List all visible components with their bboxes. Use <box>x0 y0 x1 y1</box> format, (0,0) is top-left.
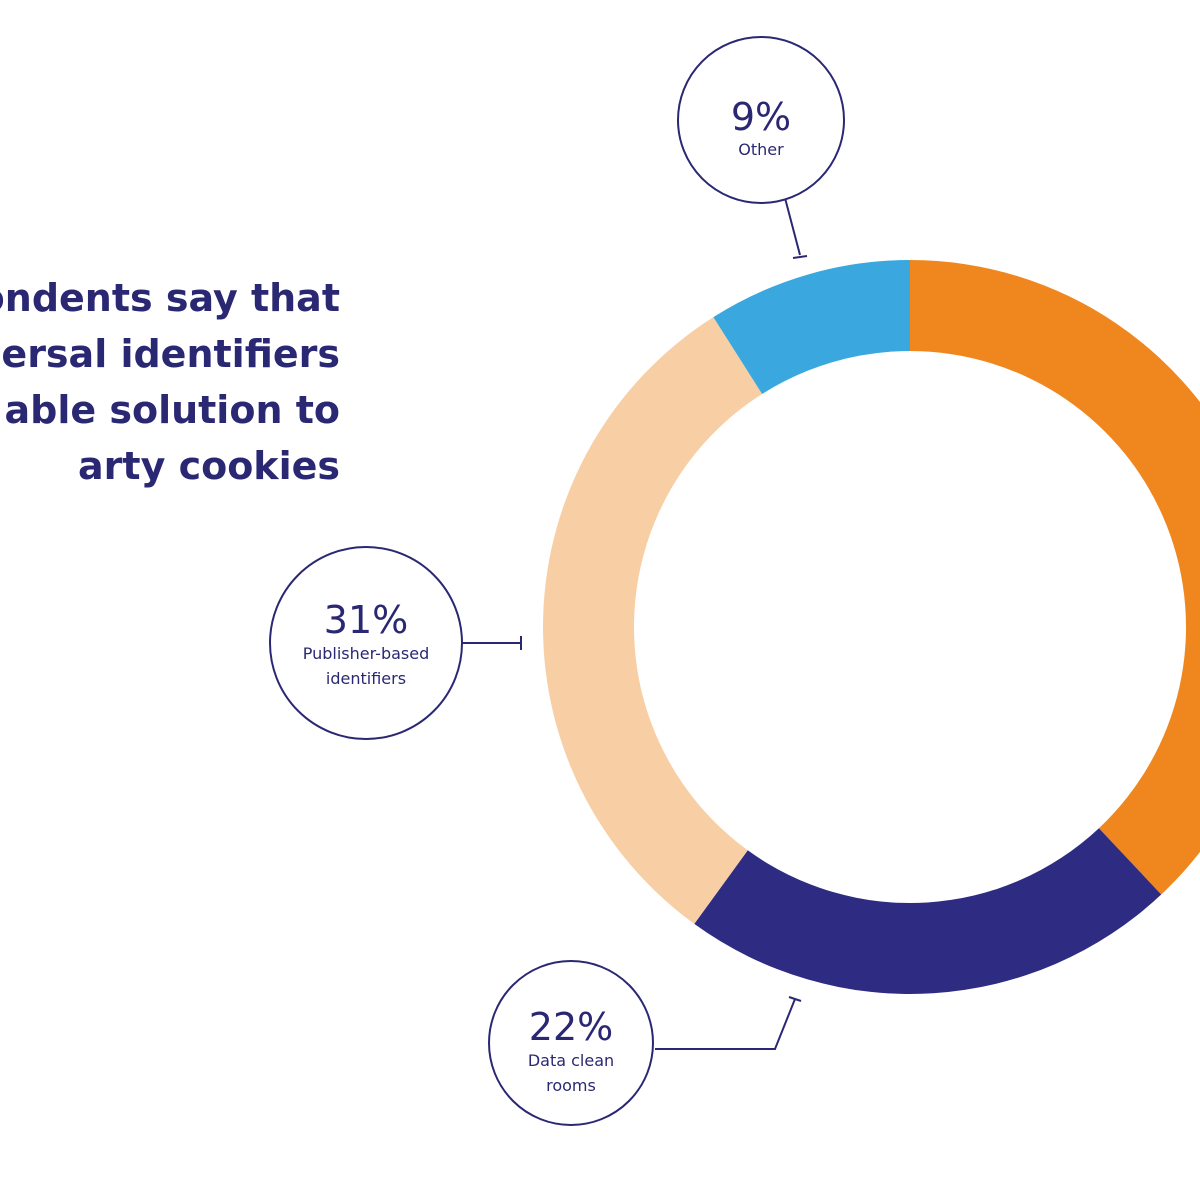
connector-other <box>784 197 808 259</box>
callout-publisher: 31% Publisher-based identifiers <box>269 546 463 740</box>
callout-label-data-clean-rooms-2: rooms <box>546 1076 596 1095</box>
callout-circle-data-clean-rooms <box>488 960 654 1126</box>
callout-value-data-clean-rooms: 22% <box>529 1005 613 1049</box>
callout-label-other: Other <box>738 140 784 159</box>
headline-text: ondents say that ersal identifiers able … <box>0 270 340 494</box>
headline-line-4: arty cookies <box>78 444 340 488</box>
donut-slices <box>542 260 1200 994</box>
callout-value-publisher: 31% <box>324 598 408 642</box>
callout-circle-publisher <box>269 546 463 740</box>
callout-label-publisher-2: identifiers <box>326 669 406 688</box>
donut-slice-data-clean-rooms <box>694 828 1162 994</box>
callout-value-other: 9% <box>731 95 791 139</box>
callout-circle-other <box>677 36 845 204</box>
headline-line-2: ersal identifiers <box>1 332 340 376</box>
headline-line-1: ondents say that <box>0 276 340 320</box>
connectors <box>462 197 808 1050</box>
donut-slice-other <box>713 260 910 394</box>
callout-label-data-clean-rooms-1: Data clean <box>528 1051 614 1070</box>
connector-publisher <box>462 636 522 650</box>
callout-other: 9% Other <box>677 36 845 204</box>
connector-data-clean-rooms <box>655 996 802 1050</box>
headline-line-3: able solution to <box>4 388 340 432</box>
callout-label-publisher-1: Publisher-based <box>303 644 430 663</box>
donut-slice-unlabeled <box>910 260 1200 895</box>
callout-data-clean-rooms: 22% Data clean rooms <box>488 960 654 1126</box>
donut-slice-publisher-based-identifiers <box>542 317 763 924</box>
